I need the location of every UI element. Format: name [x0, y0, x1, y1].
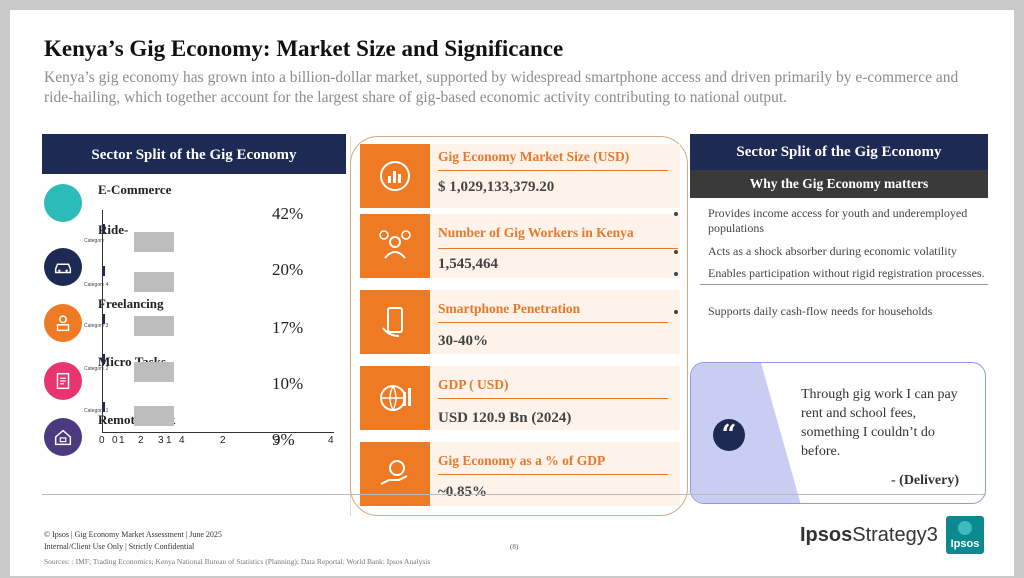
divider	[700, 284, 988, 285]
brand-rest: Strategy3	[852, 524, 938, 546]
bullet-dot	[674, 272, 678, 276]
y-axis	[102, 210, 103, 432]
category-label: Category 4	[84, 282, 109, 288]
navy-bar	[102, 402, 105, 412]
slide: Kenya’s Gig Economy: Market Size and Sig…	[10, 10, 1014, 576]
remote-work-icon	[44, 418, 82, 456]
category-label: Category 3	[84, 323, 109, 329]
metric-card	[430, 214, 680, 278]
metric-title: Smartphone Penetration	[438, 301, 581, 316]
bullet-item: Supports daily cash-flow needs for house…	[708, 304, 933, 318]
workers-icon	[360, 214, 430, 278]
logo-text: Ipsos	[950, 538, 980, 550]
sector-label: Ride-	[98, 222, 129, 237]
navy-bar	[102, 354, 105, 364]
metric-value: 1,545,464	[438, 256, 498, 272]
left-header-rule	[42, 134, 346, 136]
metric-title: Gig Economy Market Size (USD)	[438, 149, 630, 164]
navy-bar	[102, 314, 105, 324]
right-panel-header: Sector Split of the Gig Economy	[690, 134, 988, 170]
sector-percentage: 42%	[272, 204, 304, 223]
chart-icon	[360, 144, 430, 208]
metric-title: Number of Gig Workers in Kenya	[438, 225, 634, 240]
bullet-item: Acts as a shock absorber during economic…	[708, 244, 957, 258]
gray-bar	[134, 316, 174, 336]
footer-divider	[42, 494, 986, 495]
tick-label: 1	[166, 435, 172, 446]
page-subtitle: Kenya’s gig economy has grown into a bil…	[44, 69, 959, 106]
globe-chart-icon	[360, 366, 430, 430]
smartphone-icon	[360, 290, 430, 354]
metric-value: ~0.85%	[438, 484, 488, 500]
bullet-item: Enables participation without rigid regi…	[708, 266, 985, 280]
gray-bar	[134, 232, 174, 252]
tick-label: 3	[158, 435, 164, 446]
sector-label: E-Commerce	[98, 182, 172, 197]
metric-title: GDP ( USD)	[438, 377, 509, 392]
bullet-dot	[674, 250, 678, 254]
gray-bar	[134, 362, 174, 382]
tick-label: 1	[119, 435, 125, 446]
freelancer-icon	[44, 304, 82, 342]
sector-percentage: 20%	[272, 260, 304, 279]
ipsos-logo: Ipsos	[946, 516, 984, 554]
navy-bar	[102, 266, 105, 276]
navy-bar	[102, 224, 105, 234]
quote-accent-shape	[691, 363, 801, 503]
tick-label: 2	[220, 435, 226, 446]
bullet-item: Provides income access for youth and und…	[708, 206, 968, 235]
tick-label: 2	[138, 435, 144, 446]
metric-value: 30-40%	[438, 333, 488, 349]
checklist-icon	[44, 362, 82, 400]
quote-card: “ Through gig work I can pay rent and sc…	[690, 362, 986, 504]
tick-label: 0	[112, 435, 118, 446]
category-label: Category 1	[84, 408, 109, 414]
tick-label: 0	[99, 435, 105, 446]
metric-underline	[438, 398, 668, 399]
sector-percentage: 10%	[272, 374, 304, 393]
brand-bold: Ipsos	[800, 524, 853, 546]
metrics-frame	[350, 136, 688, 516]
quote-text: Through gig work I can pay rent and scho…	[801, 387, 958, 459]
right-panel-subheader: Why the Gig Economy matters	[690, 170, 988, 198]
page-title: Kenya’s Gig Economy: Market Size and Sig…	[44, 36, 564, 61]
metric-underline	[438, 322, 668, 323]
category-label: Category 2	[84, 366, 109, 372]
sector-label: Freelancing	[98, 296, 164, 311]
tick-label: 4	[328, 435, 334, 446]
quote-author: - (Delivery)	[891, 473, 960, 488]
page-number: (8)	[510, 543, 519, 551]
money-hand-icon	[360, 442, 430, 506]
left-panel-header: Sector Split of the Gig Economy	[42, 136, 346, 174]
metric-underline	[438, 248, 678, 249]
metric-underline	[438, 474, 668, 475]
footer-copyright: © Ipsos | Gig Economy Market Assessment …	[44, 530, 222, 539]
metric-title: Gig Economy as a % of GDP	[438, 453, 606, 468]
category-label: Category	[84, 238, 105, 244]
x-axis	[102, 432, 334, 433]
footer-confidential: Internal/Client Use Only | Strictly Conf…	[44, 542, 195, 551]
sector-percentage: 9%	[272, 430, 295, 449]
tick-label: 4	[179, 435, 185, 446]
gray-bar	[134, 406, 174, 426]
car-icon	[44, 248, 82, 286]
sector-percentage: 17%	[272, 318, 304, 337]
footer-sources: Sources: : IMF; Trading Economics; Kenya…	[44, 557, 431, 566]
ecommerce-icon	[44, 184, 82, 222]
tick-label: 3	[274, 435, 280, 446]
bullet-dot	[674, 212, 678, 216]
metric-value: USD 120.9 Bn (2024)	[438, 410, 572, 426]
gray-bar	[134, 272, 174, 292]
metric-underline	[438, 170, 668, 171]
metric-card	[430, 144, 680, 208]
quote-icon: “	[713, 419, 745, 451]
metric-value: $ 1,029,133,379.20	[438, 179, 555, 195]
brand-wordmark: IpsosStrategy3	[800, 524, 938, 547]
bullet-dot	[674, 310, 678, 314]
